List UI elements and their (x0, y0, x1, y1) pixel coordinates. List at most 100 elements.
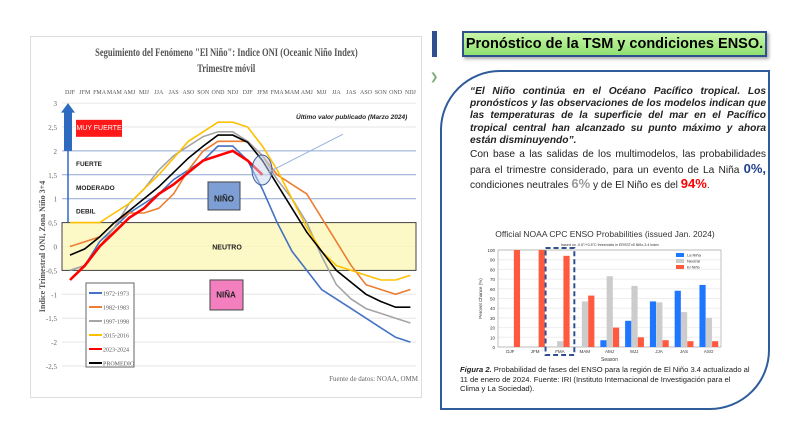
x-tick-label: NDJ (405, 90, 417, 96)
legend-label: PROMEDIO (103, 362, 135, 368)
x-tick-label: NDJ (227, 90, 239, 96)
bar-x-tick: DJF (506, 349, 514, 354)
intensity-label: DEBIL (76, 209, 96, 216)
neutral-band (61, 222, 417, 271)
x-tick-label: JJA (332, 90, 342, 96)
body-text: y de El Niño es del (590, 180, 681, 192)
bar-legend-label: Neutral (687, 259, 700, 264)
pct-nina: 0%, (743, 160, 766, 176)
bar-y-tick: 10 (490, 335, 496, 340)
nina-label: NIÑA (216, 290, 236, 299)
x-tick-label: JAS (346, 90, 356, 96)
y-tick-label: 1 (54, 196, 58, 204)
legend-label: 1997-1998 (103, 320, 129, 326)
bar-DJF-El Niño (513, 250, 521, 347)
bar-y-tick: 0 (492, 345, 495, 350)
bar-legend-swatch (676, 259, 684, 263)
x-tick-label: DJF (243, 90, 254, 96)
x-tick-label: MJJ (317, 90, 328, 96)
annotation-arrow (267, 133, 344, 173)
bar-x-tick: JFM (531, 349, 540, 354)
series-line-PROMEDIO (69, 134, 411, 308)
bar-MJJ-La Niña (625, 320, 632, 347)
bar-MJJ-El Niño (637, 337, 644, 347)
x-tick-label: MAM (107, 90, 123, 96)
x-tick-label: DJF (65, 90, 76, 96)
bar-JJA-Neutral (656, 302, 663, 347)
pct-neutral: 6% (571, 176, 591, 192)
legend-label: 2015-2016 (103, 334, 129, 340)
bar-y-tick: 100 (487, 248, 495, 253)
bar-y-tick: 20 (490, 326, 496, 331)
caption-label: Figura 2. (460, 365, 492, 374)
bar-y-tick: 80 (490, 267, 496, 272)
x-tick-label: AMJ (301, 90, 314, 96)
x-tick-label: OND (389, 90, 403, 96)
y-tick-label: -1,5 (46, 315, 58, 323)
enso-probability-chart: Official NOAA CPC ENSO Probabilities (is… (478, 229, 722, 363)
bar-y-label: Percent Chance (%) (478, 278, 483, 319)
x-tick-label: JJA (154, 90, 164, 96)
y-tick-label: 0,5 (48, 220, 57, 228)
x-tick-label: ASO (360, 90, 373, 96)
x-tick-label: SON (197, 90, 210, 96)
series-line-2015-2016 (70, 121, 411, 281)
x-tick-label: OND (212, 90, 226, 96)
bar-MAM-Neutral (581, 301, 589, 347)
bar-x-tick: JAS (680, 349, 688, 354)
muy-fuerte-label: MUY FUERTE (76, 125, 122, 132)
forecast-text: “El Niño continúa en el Océano Pacífico … (470, 86, 766, 193)
bar-y-tick: 30 (490, 316, 496, 321)
bar-FMA-Neutral (557, 341, 564, 347)
nino-label: NIÑO (214, 195, 234, 204)
bar-y-tick: 70 (490, 277, 496, 282)
x-tick-label: AMJ (123, 90, 136, 96)
bar-JAS-El Niño (687, 341, 694, 347)
legend-label: 1972-1973 (103, 292, 129, 298)
caption-text: Probabilidad de fases del ENSO para la r… (460, 365, 750, 394)
pct-nino: 94% (680, 176, 707, 192)
latest-value-highlight (251, 154, 273, 186)
x-tick-label: MJJ (139, 90, 150, 96)
bar-x-tick: MJJ (630, 349, 638, 354)
oni-chart-title: Seguimiento del Fenómeno "El Niño": Indi… (94, 47, 358, 59)
x-tick-label: FMA (93, 90, 107, 96)
bar-x-tick: MAM (579, 349, 590, 354)
y-tick-label: 1,5 (48, 172, 57, 180)
source-note: Fuente de datos: NOAA, OMM (329, 375, 419, 383)
bar-JJA-El Niño (662, 340, 669, 347)
y-tick-label: 2,5 (48, 124, 57, 132)
series-line-1997-1998 (69, 131, 411, 324)
bar-JFM-El Niño (538, 250, 545, 347)
bar-MAM-El Niño (588, 295, 595, 347)
x-tick-label: JAS (169, 90, 179, 96)
y-tick-label: -2 (51, 339, 57, 347)
bar-legend-label: El Niño (687, 265, 701, 270)
x-tick-label: ASO (182, 90, 195, 96)
title-accent-bar (432, 31, 437, 57)
bar-ASO-El Niño (712, 341, 719, 347)
y-axis-label: Indice Trimestral ONI, Zona Niño 3+4 (38, 181, 47, 312)
y-tick-label: 2 (54, 148, 58, 156)
bar-x-tick: ASO (704, 349, 714, 354)
last-value-annotation: Último valor publicado (Marzo 2024) (296, 112, 407, 121)
neutro-label: NEUTRO (212, 245, 242, 252)
x-tick-label: SON (375, 90, 388, 96)
muy-fuerte-box (76, 119, 122, 137)
bar-AMJ-La Niña (600, 340, 607, 347)
bar-JAS-La Niña (674, 290, 681, 347)
legend-label: 2023-2024 (103, 348, 129, 354)
intensity-label: FUERTE (76, 161, 103, 168)
bar-y-tick: 40 (490, 306, 496, 311)
up-arrow-icon (61, 103, 75, 151)
bar-y-tick: 90 (490, 258, 496, 263)
bar-chart-title: Official NOAA CPC ENSO Probabilities (is… (495, 229, 715, 239)
bullet-arrow-icon: ❯ (430, 72, 439, 83)
y-tick-label: -1 (51, 291, 57, 299)
bar-AMJ-El Niño (612, 327, 620, 347)
bar-FMA-El Niño (563, 255, 570, 347)
forecast-title: Pronóstico de la TSM y condiciones ENSO. (462, 31, 767, 57)
x-tick-label: JFM (257, 90, 269, 96)
bar-x-tick: JJA (655, 349, 663, 354)
